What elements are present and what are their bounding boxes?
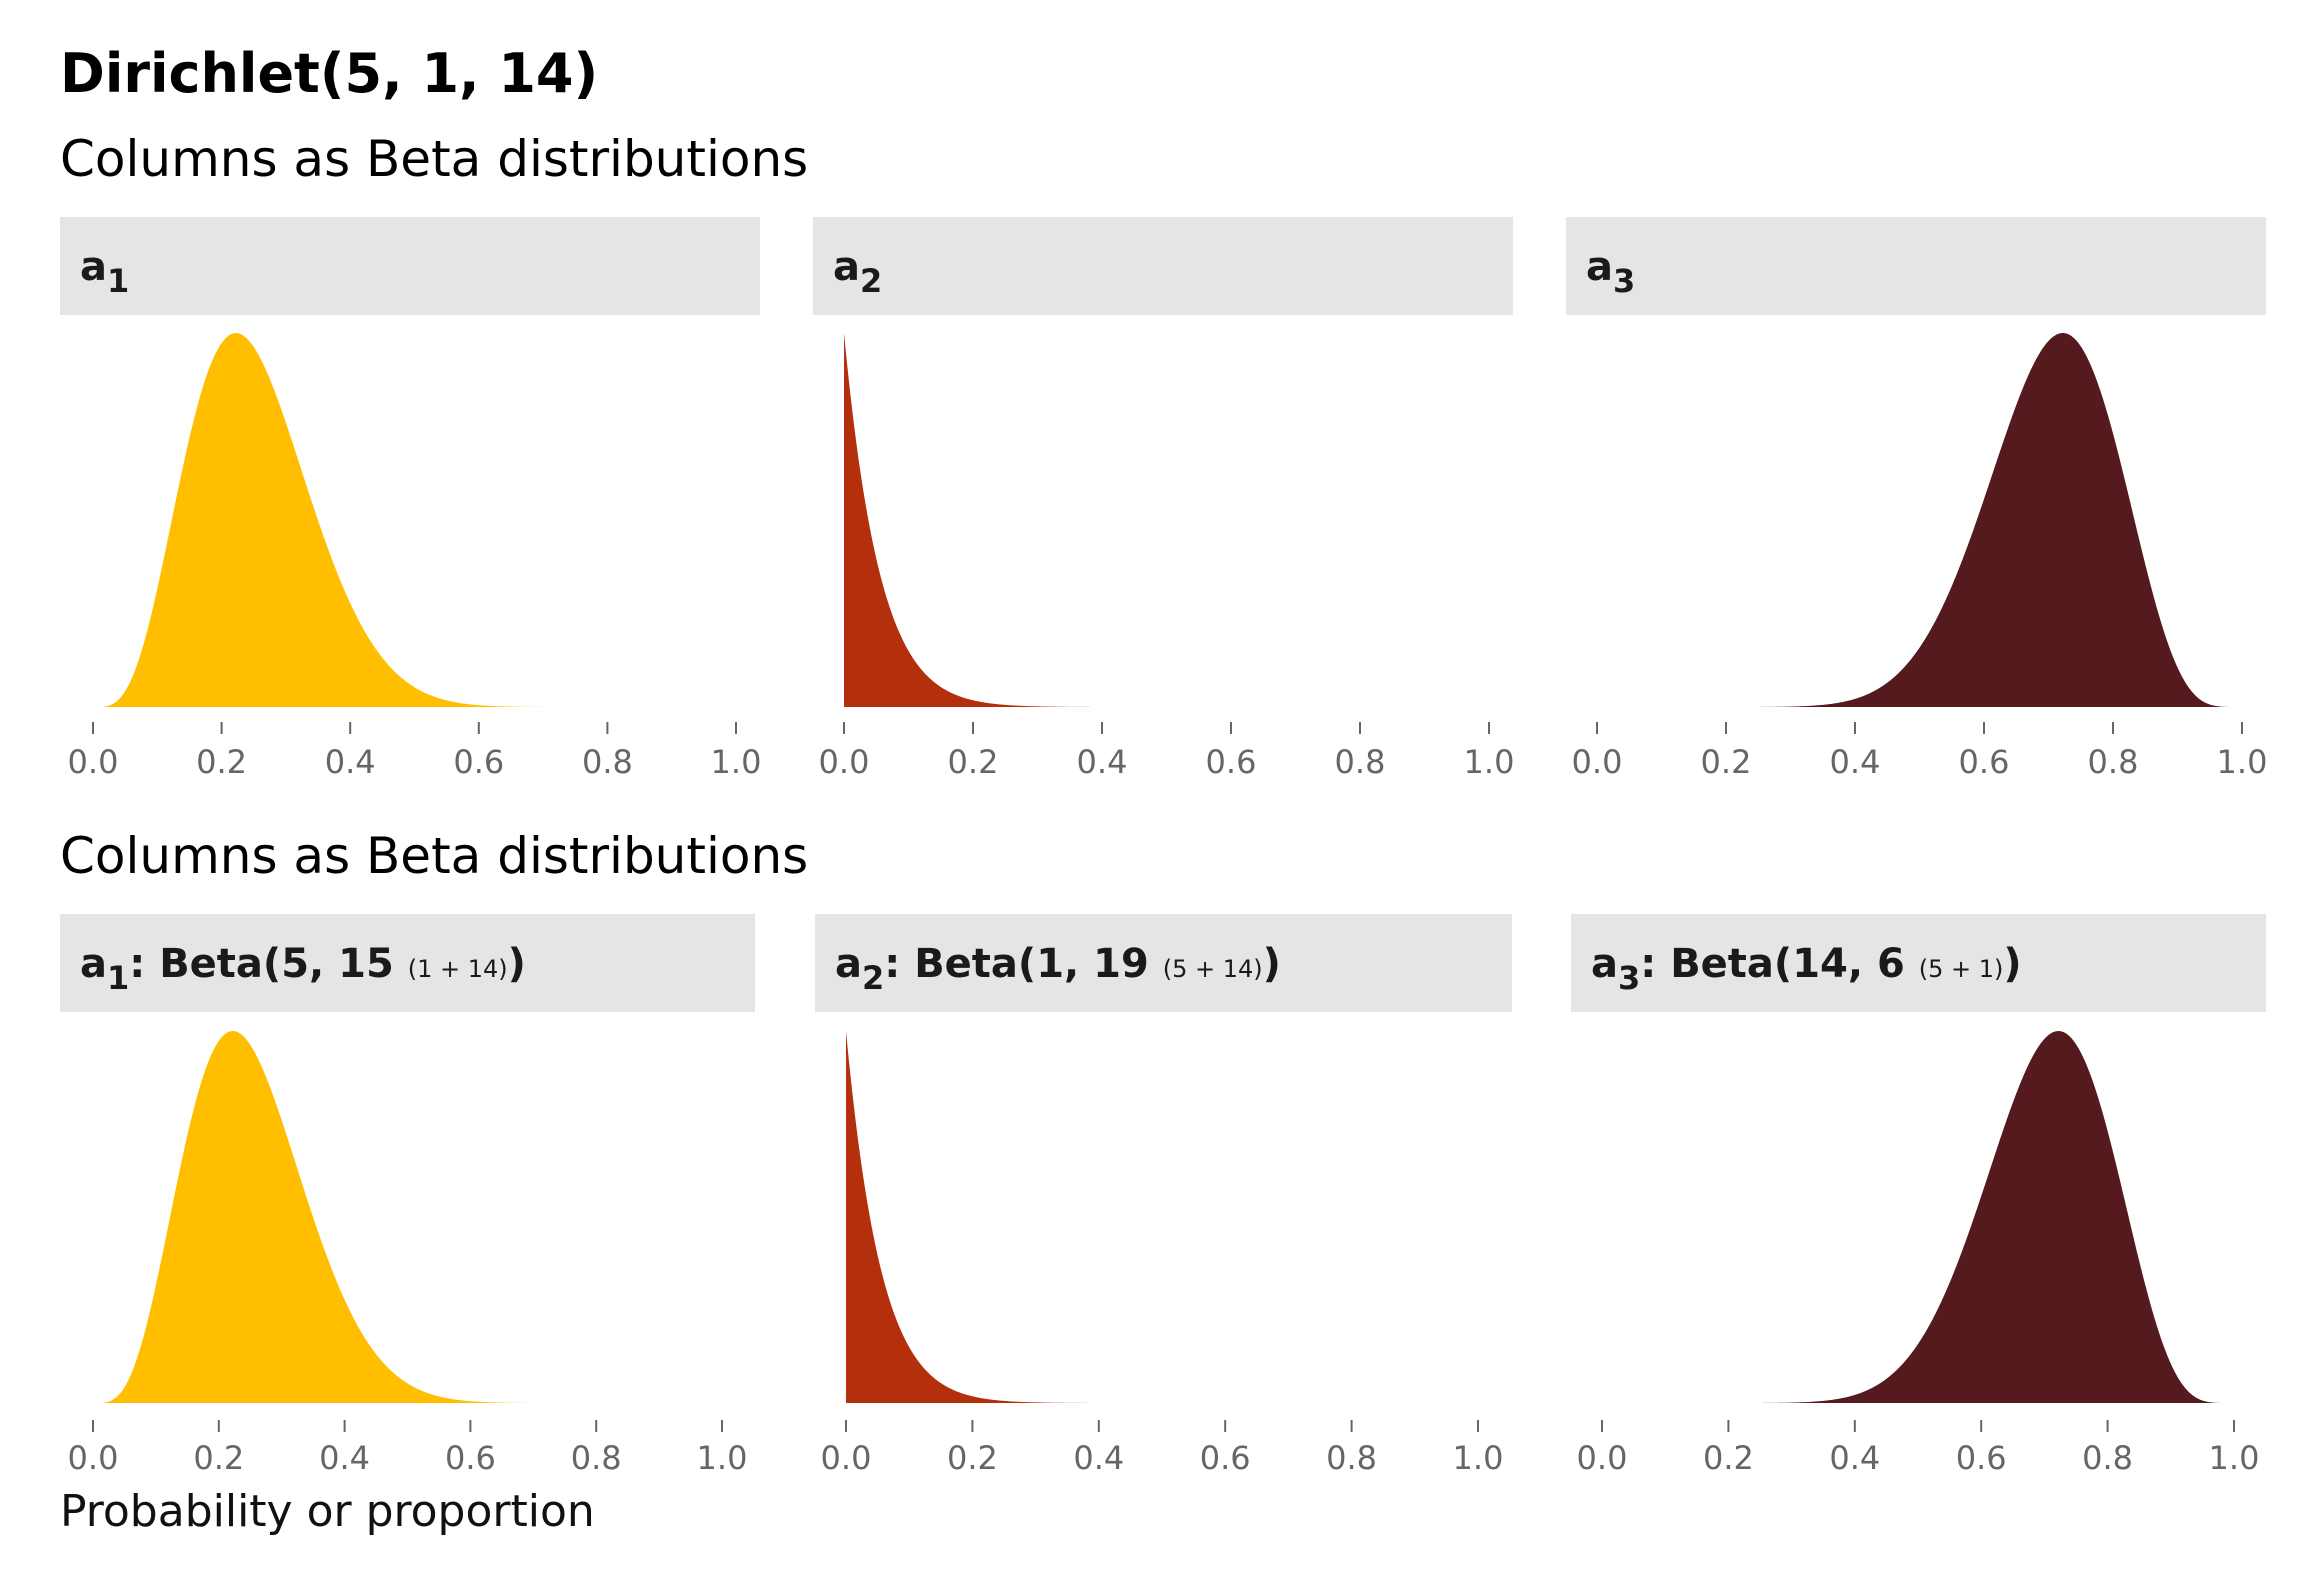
x-tick-label: 1.0: [2217, 743, 2268, 781]
subtitle-bottom: Columns as Beta distributions: [60, 827, 808, 885]
x-tick-label: 0.0: [819, 743, 870, 781]
subtitle-top: Columns as Beta distributions: [60, 130, 808, 188]
density-area-a3: [1611, 1031, 2225, 1403]
x-tick-label: 0.4: [1077, 743, 1128, 781]
panel-bottom-a1: a1: Beta(5, 15 (1 + 14)) 0.0 0.2 0.4 0.6 0.8 1…: [60, 914, 755, 1477]
x-tick-label: 0.2: [948, 743, 999, 781]
x-tick-label: 0.6: [445, 1439, 496, 1477]
x-tick-label: 0.8: [1326, 1439, 1377, 1477]
facet-strip: [1571, 914, 2266, 1012]
x-tick-label: 0.4: [325, 743, 376, 781]
facet-strip-label: a1: [80, 244, 129, 300]
x-tick-label: 1.0: [1464, 743, 1515, 781]
x-tick-label: 1.0: [1453, 1439, 1504, 1477]
density-area-a2: [844, 333, 1480, 707]
chart-title: Dirichlet(5, 1, 14): [60, 42, 598, 105]
density-area-a3: [1606, 333, 2233, 707]
density-area-a1: [102, 1031, 713, 1403]
x-tick-label: 0.2: [193, 1439, 244, 1477]
x-tick-label: 0.2: [1703, 1439, 1754, 1477]
facet-strip: [813, 217, 1513, 315]
x-tick-label: 0.4: [1073, 1439, 1124, 1477]
x-tick-label: 0.0: [68, 743, 119, 781]
x-tick-label: 0.8: [1335, 743, 1386, 781]
x-tick-label: 0.6: [453, 743, 504, 781]
facet-strip: [1566, 217, 2266, 315]
panel-top-a3: a3 0.0 0.2 0.4 0.6 0.8 1.0: [1566, 217, 2267, 781]
facet-strip-label: a2: Beta(1, 19 (5 + 14)): [835, 941, 1281, 997]
density-area-a2: [846, 1031, 1469, 1403]
x-tick-label: 0.0: [1577, 1439, 1628, 1477]
x-tick-label: 0.6: [1959, 743, 2010, 781]
x-tick-label: 1.0: [697, 1439, 748, 1477]
x-tick-label: 0.4: [319, 1439, 370, 1477]
facet-strip: [815, 914, 1512, 1012]
facet-strip-label: a1: Beta(5, 15 (1 + 14)): [80, 941, 526, 997]
x-tick-label: 0.6: [1956, 1439, 2007, 1477]
x-tick-label: 0.8: [2088, 743, 2139, 781]
facet-strip: [60, 217, 760, 315]
facet-strip: [60, 914, 755, 1012]
x-tick-label: 0.2: [196, 743, 247, 781]
x-tick-label: 0.4: [1830, 743, 1881, 781]
x-tick-label: 0.6: [1200, 1439, 1251, 1477]
x-tick-label: 0.8: [2082, 1439, 2133, 1477]
x-tick-label: 0.0: [821, 1439, 872, 1477]
panel-top-a1: a1 0.0 0.2 0.4 0.6 0.8 1.0: [60, 217, 761, 781]
x-tick-label: 0.0: [1572, 743, 1623, 781]
facet-strip-label: a3: Beta(14, 6 (5 + 1)): [1591, 941, 2022, 997]
x-tick-label: 0.0: [68, 1439, 119, 1477]
x-tick-label: 0.6: [1206, 743, 1257, 781]
panel-top-a2: a2 0.0 0.2 0.4 0.6 0.8 1.0: [813, 217, 1514, 781]
x-tick-label: 0.2: [947, 1439, 998, 1477]
facet-strip-label: a2: [833, 244, 882, 300]
panels: a1 0.0 0.2 0.4 0.6 0.8 1.0 a2 0.0 0.2 0.4 0.6 0.8 1.0…: [60, 217, 2267, 1477]
x-tick-label: 0.4: [1829, 1439, 1880, 1477]
x-tick-label: 1.0: [2209, 1439, 2260, 1477]
x-axis-label: Probability or proportion: [60, 1486, 595, 1537]
x-tick-label: 0.2: [1701, 743, 1752, 781]
x-tick-label: 0.8: [571, 1439, 622, 1477]
panel-bottom-a3: a3: Beta(14, 6 (5 + 1)) 0.0 0.2 0.4 0.6 0.8 1.…: [1571, 914, 2266, 1477]
x-tick-label: 0.8: [582, 743, 633, 781]
panel-bottom-a2: a2: Beta(1, 19 (5 + 14)) 0.0 0.2 0.4 0.6 0.8 1…: [815, 914, 1512, 1477]
facet-strip-label: a3: [1586, 244, 1635, 300]
density-area-a1: [102, 333, 727, 707]
x-tick-label: 1.0: [711, 743, 762, 781]
